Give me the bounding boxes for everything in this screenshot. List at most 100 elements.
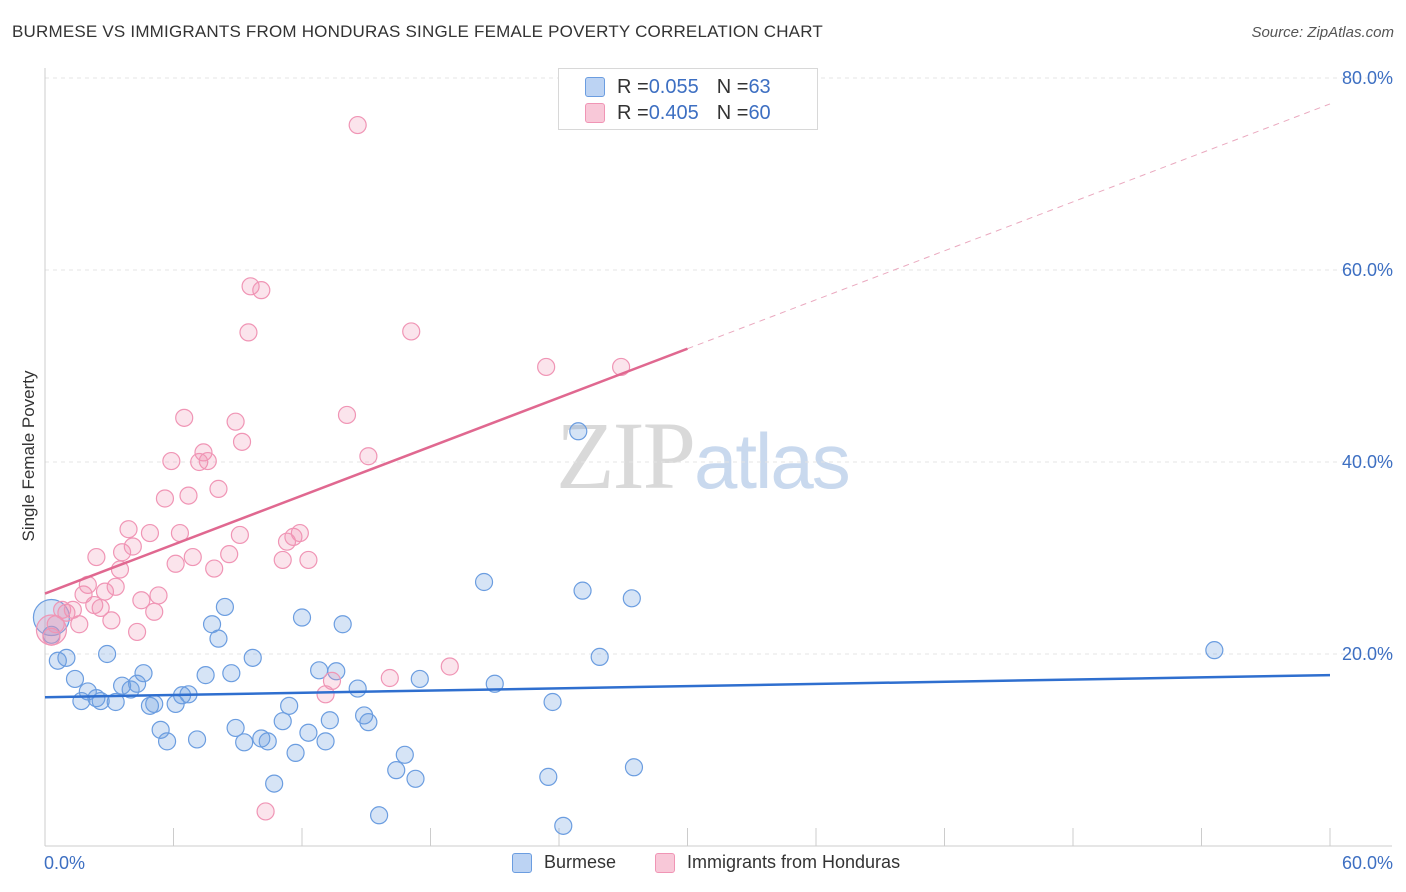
- point-burmese: [299, 723, 318, 742]
- point-burmese: [474, 572, 494, 592]
- legend-label-burmese: Burmese: [544, 852, 617, 872]
- trend-lines: [44, 103, 1331, 699]
- point-burmese: [98, 644, 117, 664]
- point-honduras: [537, 357, 556, 377]
- stats-legend-row-burmese: R = 0.055 N = 63: [585, 74, 771, 100]
- point-burmese: [57, 648, 76, 667]
- point-burmese: [243, 648, 262, 667]
- point-honduras: [402, 322, 421, 341]
- y-tick-label: 40.0%: [1342, 452, 1393, 472]
- point-honduras: [95, 582, 115, 601]
- point-honduras: [241, 277, 260, 296]
- watermark-atlas: atlas: [694, 417, 851, 505]
- grid-lines: [45, 77, 1392, 655]
- point-burmese: [554, 816, 573, 835]
- legend-item-burmese[interactable]: Burmese: [512, 852, 616, 873]
- point-burmese: [292, 608, 312, 627]
- point-burmese: [235, 733, 254, 752]
- point-burmese: [157, 732, 177, 751]
- point-honduras: [106, 577, 125, 596]
- point-burmese: [485, 674, 504, 693]
- point-honduras: [290, 523, 309, 543]
- point-burmese: [134, 664, 153, 683]
- burmese-r-label: R =: [617, 75, 649, 98]
- point-burmese: [187, 730, 207, 749]
- point-burmese: [569, 422, 588, 441]
- point-burmese: [1205, 641, 1224, 660]
- series-burmese-points: [32, 422, 1224, 835]
- point-honduras: [140, 523, 160, 543]
- burmese-n-label: N =: [716, 75, 749, 98]
- point-honduras: [145, 602, 164, 621]
- point-burmese: [286, 743, 305, 762]
- point-honduras: [194, 443, 213, 462]
- point-honduras: [348, 115, 367, 135]
- point-burmese: [215, 597, 234, 617]
- series-legend: Burmese Immigrants from Honduras: [0, 852, 1406, 880]
- point-honduras: [380, 668, 399, 688]
- point-burmese: [370, 806, 389, 825]
- point-honduras: [132, 591, 151, 610]
- stats-legend-row-honduras: R = 0.405 N = 60: [585, 100, 771, 126]
- y-tick-label: 80.0%: [1342, 68, 1393, 88]
- point-honduras: [256, 802, 275, 821]
- point-burmese: [273, 712, 292, 731]
- honduras-swatch: [585, 103, 605, 123]
- trend-line-honduras: [44, 347, 688, 595]
- point-burmese: [265, 774, 284, 793]
- y-tick-label: 60.0%: [1342, 260, 1393, 280]
- point-burmese: [539, 767, 558, 786]
- point-honduras-cluster: [35, 614, 68, 646]
- point-burmese: [151, 720, 170, 739]
- point-burmese: [196, 666, 215, 685]
- point-burmese: [316, 732, 335, 751]
- legend-item-honduras[interactable]: Immigrants from Honduras: [655, 852, 900, 873]
- burmese-n-value: 63: [748, 75, 771, 98]
- point-burmese: [320, 711, 339, 730]
- point-honduras: [337, 405, 357, 425]
- point-honduras: [70, 615, 89, 634]
- point-burmese: [622, 589, 641, 608]
- axes: [44, 68, 1392, 847]
- source-label: Source: ZipAtlas.com: [1251, 24, 1394, 41]
- series-honduras-points: [35, 115, 631, 821]
- point-honduras: [273, 550, 292, 570]
- point-burmese: [327, 662, 346, 681]
- point-honduras: [205, 559, 224, 578]
- trend-line-honduras-extension: [687, 103, 1331, 350]
- point-honduras: [149, 586, 168, 605]
- point-burmese: [543, 692, 562, 712]
- point-honduras: [299, 550, 318, 570]
- point-honduras: [198, 451, 217, 471]
- point-burmese: [209, 629, 228, 648]
- honduras-r-value: 0.405: [648, 101, 699, 124]
- point-honduras: [179, 486, 198, 505]
- point-honduras: [322, 671, 342, 690]
- honduras-n-label: N =: [716, 101, 749, 124]
- tick-labels: 20.0% 40.0% 60.0% 80.0% 0.0% 60.0% Single Fema…: [19, 68, 1393, 873]
- point-honduras: [123, 537, 142, 556]
- point-burmese: [258, 732, 277, 751]
- axis-ticks: [44, 828, 1331, 846]
- point-honduras: [440, 657, 459, 676]
- watermark-zip: ZIP: [556, 402, 696, 509]
- x-tick-label: 0.0%: [44, 853, 85, 873]
- point-honduras: [359, 447, 378, 466]
- point-burmese: [573, 581, 592, 600]
- point-burmese: [333, 615, 352, 634]
- point-honduras: [155, 489, 175, 508]
- point-burmese: [348, 679, 367, 698]
- stats-legend: R = 0.055 N = 63 R = 0.405 N = 60: [558, 68, 818, 130]
- point-honduras: [102, 611, 121, 630]
- point-burmese: [410, 669, 429, 689]
- chart-title: BURMESE VS IMMIGRANTS FROM HONDURAS SING…: [12, 22, 823, 41]
- point-honduras: [230, 525, 249, 545]
- point-burmese: [226, 718, 245, 738]
- y-tick-label: 20.0%: [1342, 644, 1393, 664]
- honduras-n-value: 60: [748, 101, 771, 124]
- point-honduras: [239, 323, 258, 342]
- trend-line-burmese: [44, 673, 1331, 699]
- point-honduras: [226, 412, 245, 431]
- point-burmese: [406, 769, 425, 788]
